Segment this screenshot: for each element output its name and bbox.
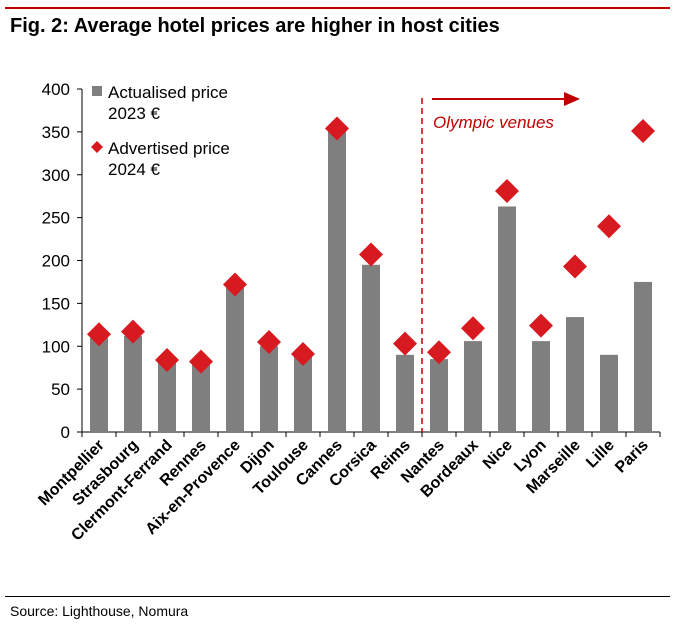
bar: [294, 354, 312, 432]
source-note: Source: Lighthouse, Nomura: [10, 603, 189, 619]
diamond-marker: [189, 349, 213, 374]
bar: [600, 354, 618, 432]
bar: [464, 341, 482, 432]
y-tick-label: 200: [42, 252, 70, 271]
legend-label: Advertised price: [108, 139, 230, 158]
bar: [532, 341, 550, 432]
bar: [566, 317, 584, 432]
diamond-marker: [257, 329, 281, 354]
diamond-marker: [325, 116, 349, 141]
y-tick-label: 300: [42, 166, 70, 185]
diamond-marker: [631, 119, 655, 144]
olympic-arrow-head: [564, 92, 580, 106]
bar: [396, 354, 414, 432]
top-rule: [5, 7, 670, 9]
bar: [158, 363, 176, 432]
diamond-marker: [291, 341, 315, 366]
diamond-marker: [597, 214, 621, 239]
bar: [328, 131, 346, 432]
y-tick-label: 100: [42, 337, 70, 356]
y-tick-label: 400: [42, 80, 70, 99]
diamond-marker: [87, 322, 111, 347]
diamond-marker: [393, 331, 417, 356]
bar: [362, 264, 380, 432]
x-tick-label: Nice: [480, 437, 516, 473]
diamond-marker: [121, 319, 145, 344]
y-tick-label: 250: [42, 209, 70, 228]
y-tick-label: 350: [42, 123, 70, 142]
diamond-marker: [223, 272, 247, 297]
legend-label: Actualised price: [108, 83, 228, 102]
figure-title: Fig. 2: Average hotel prices are higher …: [10, 15, 500, 37]
bar: [90, 337, 108, 432]
diamond-marker: [529, 313, 553, 338]
bar: [498, 206, 516, 432]
x-tick-label: Paris: [612, 437, 652, 477]
bar: [192, 363, 210, 432]
diamond-marker: [461, 316, 485, 341]
legend-label: 2023 €: [108, 104, 161, 123]
bar: [226, 287, 244, 432]
diamond-marker: [359, 242, 383, 267]
diamond-marker: [427, 340, 451, 365]
y-tick-label: 0: [61, 423, 70, 442]
bar: [634, 281, 652, 432]
diamond-marker: [155, 347, 179, 372]
chart: 050100150200250300350400MontpellierStras…: [35, 80, 661, 544]
bar: [124, 335, 142, 432]
diamond-marker: [495, 179, 519, 204]
olympic-venues-label: Olympic venues: [433, 113, 554, 132]
legend-diamond-swatch: [91, 141, 103, 153]
bottom-rule: [5, 596, 670, 597]
y-tick-label: 50: [51, 380, 70, 399]
legend-bar-swatch: [92, 86, 102, 96]
bar: [430, 359, 448, 432]
y-tick-label: 150: [42, 294, 70, 313]
bar: [260, 346, 278, 432]
legend-label: 2024 €: [108, 160, 161, 179]
diamond-marker: [563, 254, 587, 279]
